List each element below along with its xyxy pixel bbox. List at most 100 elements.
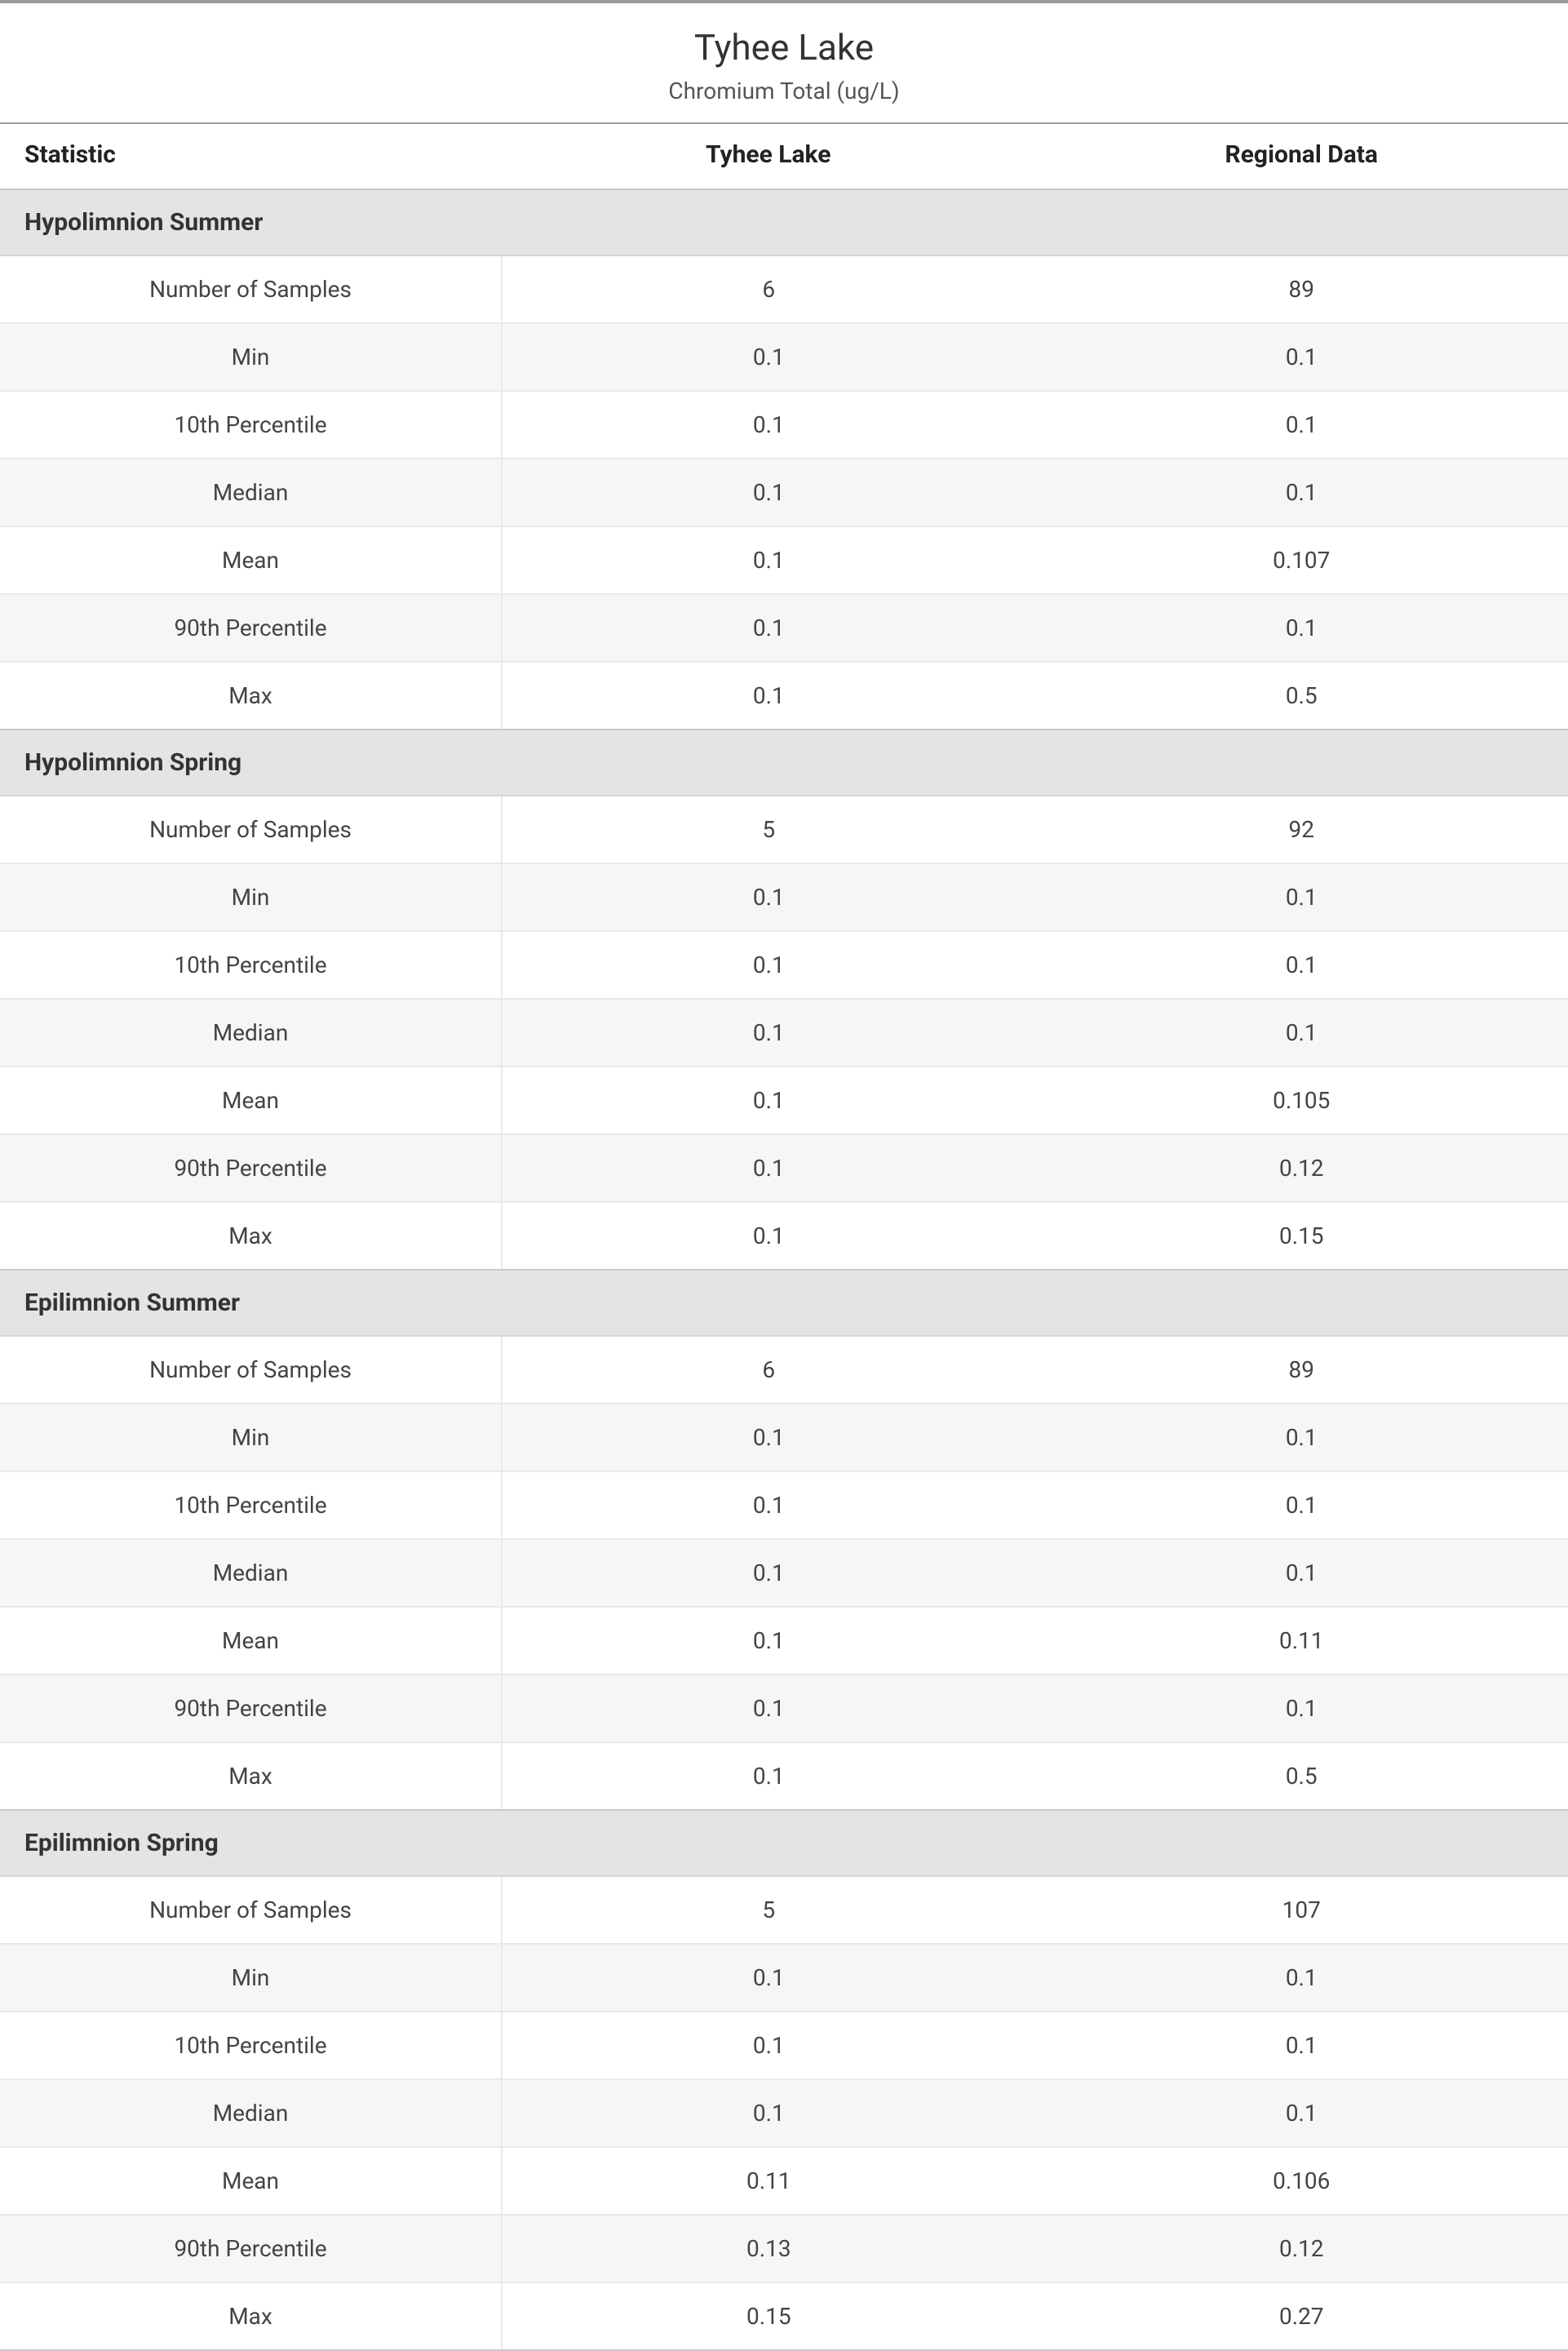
section-header-label: Epilimnion Summer xyxy=(0,1270,1568,1336)
stat-label: 90th Percentile xyxy=(0,594,502,662)
stat-value-regional: 0.12 xyxy=(1035,2215,1568,2282)
table-row: Min0.10.1 xyxy=(0,863,1568,931)
table-row: Max0.10.15 xyxy=(0,1202,1568,1270)
table-row: Mean0.10.11 xyxy=(0,1607,1568,1675)
table-row: Median0.10.1 xyxy=(0,1539,1568,1607)
stats-table: Statistic Tyhee Lake Regional Data Hypol… xyxy=(0,124,1568,2351)
table-row: Min0.10.1 xyxy=(0,323,1568,391)
stat-value-site: 0.1 xyxy=(502,1404,1034,1471)
stat-value-regional: 0.1 xyxy=(1035,323,1568,391)
table-row: Number of Samples5107 xyxy=(0,1876,1568,1944)
stat-value-site: 0.1 xyxy=(502,526,1034,594)
stat-label: Number of Samples xyxy=(0,255,502,323)
table-row: Max0.10.5 xyxy=(0,662,1568,730)
table-row: Min0.10.1 xyxy=(0,1944,1568,2012)
stat-value-site: 5 xyxy=(502,796,1034,863)
table-row: 90th Percentile0.10.1 xyxy=(0,1675,1568,1742)
page-title: Tyhee Lake xyxy=(0,3,1568,69)
report-container: Tyhee Lake Chromium Total (ug/L) Statist… xyxy=(0,0,1568,2351)
stat-value-site: 5 xyxy=(502,1876,1034,1944)
stat-value-regional: 0.1 xyxy=(1035,594,1568,662)
stat-value-site: 0.1 xyxy=(502,1742,1034,1810)
stat-value-site: 0.1 xyxy=(502,1539,1034,1607)
section-header-label: Epilimnion Spring xyxy=(0,1810,1568,1876)
stat-value-site: 0.1 xyxy=(502,1944,1034,2012)
section-header: Hypolimnion Spring xyxy=(0,730,1568,796)
table-row: Number of Samples689 xyxy=(0,255,1568,323)
stat-value-regional: 0.1 xyxy=(1035,1675,1568,1742)
stat-value-site: 0.1 xyxy=(502,594,1034,662)
stat-value-site: 0.1 xyxy=(502,863,1034,931)
stat-value-regional: 0.11 xyxy=(1035,1607,1568,1675)
stat-value-regional: 0.1 xyxy=(1035,1404,1568,1471)
stat-label: Mean xyxy=(0,2147,502,2215)
table-body: Hypolimnion SummerNumber of Samples689Mi… xyxy=(0,189,1568,2350)
stat-label: Min xyxy=(0,1404,502,1471)
page-subtitle: Chromium Total (ug/L) xyxy=(0,69,1568,124)
stat-label: Min xyxy=(0,863,502,931)
stat-value-site: 0.1 xyxy=(502,1067,1034,1134)
stat-value-regional: 0.1 xyxy=(1035,999,1568,1067)
stat-value-site: 6 xyxy=(502,1336,1034,1404)
table-row: 90th Percentile0.130.12 xyxy=(0,2215,1568,2282)
stat-value-regional: 92 xyxy=(1035,796,1568,863)
section-header-label: Hypolimnion Summer xyxy=(0,189,1568,255)
stat-label: 90th Percentile xyxy=(0,1134,502,1202)
stat-label: Max xyxy=(0,1742,502,1810)
stat-value-regional: 0.1 xyxy=(1035,1944,1568,2012)
stat-label: Max xyxy=(0,662,502,730)
stat-value-regional: 0.1 xyxy=(1035,391,1568,459)
table-row: 90th Percentile0.10.1 xyxy=(0,594,1568,662)
stat-value-site: 0.13 xyxy=(502,2215,1034,2282)
table-row: Median0.10.1 xyxy=(0,459,1568,526)
table-header-row: Statistic Tyhee Lake Regional Data xyxy=(0,124,1568,189)
table-row: 10th Percentile0.10.1 xyxy=(0,391,1568,459)
stat-label: Max xyxy=(0,1202,502,1270)
table-row: Mean0.10.107 xyxy=(0,526,1568,594)
stat-label: Median xyxy=(0,459,502,526)
stat-value-site: 0.1 xyxy=(502,1471,1034,1539)
stat-value-site: 0.1 xyxy=(502,2079,1034,2147)
stat-label: Mean xyxy=(0,526,502,594)
stat-value-site: 0.1 xyxy=(502,1202,1034,1270)
stat-value-regional: 0.27 xyxy=(1035,2282,1568,2350)
stat-value-site: 0.1 xyxy=(502,323,1034,391)
stat-value-site: 0.1 xyxy=(502,2012,1034,2079)
stat-value-regional: 0.5 xyxy=(1035,1742,1568,1810)
section-header-label: Hypolimnion Spring xyxy=(0,730,1568,796)
section-header: Hypolimnion Summer xyxy=(0,189,1568,255)
table-row: Number of Samples592 xyxy=(0,796,1568,863)
stat-label: Mean xyxy=(0,1607,502,1675)
stat-value-regional: 0.15 xyxy=(1035,1202,1568,1270)
stat-label: Max xyxy=(0,2282,502,2350)
table-row: Median0.10.1 xyxy=(0,2079,1568,2147)
stat-label: Number of Samples xyxy=(0,1876,502,1944)
table-row: Max0.10.5 xyxy=(0,1742,1568,1810)
stat-value-regional: 0.1 xyxy=(1035,863,1568,931)
table-row: 90th Percentile0.10.12 xyxy=(0,1134,1568,1202)
stat-value-site: 0.1 xyxy=(502,1675,1034,1742)
stat-label: 10th Percentile xyxy=(0,2012,502,2079)
stat-value-regional: 0.1 xyxy=(1035,2012,1568,2079)
stat-label: 90th Percentile xyxy=(0,2215,502,2282)
stat-value-regional: 0.12 xyxy=(1035,1134,1568,1202)
stat-value-site: 0.1 xyxy=(502,1607,1034,1675)
stat-value-site: 0.1 xyxy=(502,931,1034,999)
col-header-statistic: Statistic xyxy=(0,124,502,189)
stat-value-regional: 107 xyxy=(1035,1876,1568,1944)
stat-label: Median xyxy=(0,1539,502,1607)
stat-value-regional: 0.1 xyxy=(1035,459,1568,526)
stat-value-regional: 0.1 xyxy=(1035,1539,1568,1607)
stat-label: 90th Percentile xyxy=(0,1675,502,1742)
table-row: Number of Samples689 xyxy=(0,1336,1568,1404)
stat-value-site: 0.15 xyxy=(502,2282,1034,2350)
stat-value-site: 0.1 xyxy=(502,1134,1034,1202)
col-header-regional: Regional Data xyxy=(1035,124,1568,189)
table-row: 10th Percentile0.10.1 xyxy=(0,2012,1568,2079)
stat-value-site: 6 xyxy=(502,255,1034,323)
stat-label: Mean xyxy=(0,1067,502,1134)
col-header-site: Tyhee Lake xyxy=(502,124,1034,189)
stat-value-site: 0.11 xyxy=(502,2147,1034,2215)
stat-value-regional: 0.1 xyxy=(1035,1471,1568,1539)
stat-label: Min xyxy=(0,1944,502,2012)
